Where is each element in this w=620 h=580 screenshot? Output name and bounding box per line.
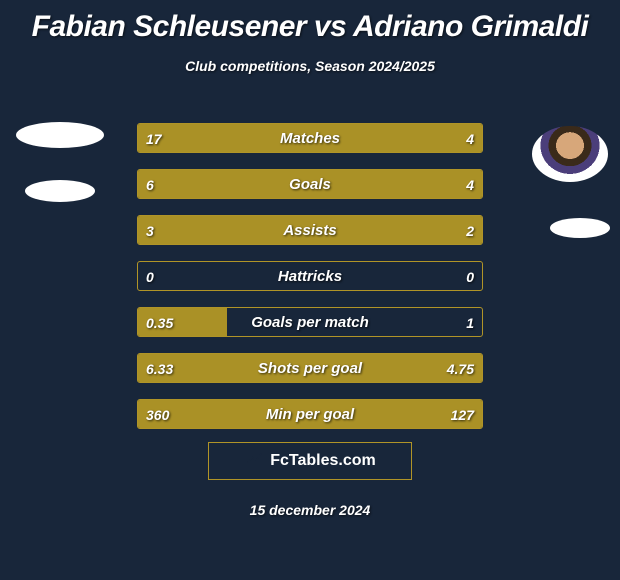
stat-label: Goals (138, 170, 482, 199)
player-right-flag-placeholder (550, 218, 610, 238)
stat-value-right: 1 (466, 308, 474, 337)
stat-value-right: 2 (466, 216, 474, 245)
stat-label: Goals per match (138, 308, 482, 337)
player-left-flag-placeholder (25, 180, 95, 202)
stat-row: 0.35Goals per match1 (137, 307, 483, 337)
stat-row: 3Assists2 (137, 215, 483, 245)
fctables-logo: FcTables.com (208, 442, 412, 480)
stat-value-right: 4 (466, 170, 474, 199)
stats-container: 17Matches4 6Goals4 3Assists2 0Hattricks0 0.3… (137, 123, 483, 445)
stat-label: Shots per goal (138, 354, 482, 383)
logo-text: FcTables.com (270, 452, 376, 470)
chart-icon (244, 450, 266, 472)
stat-label: Hattricks (138, 262, 482, 291)
stat-label: Min per goal (138, 400, 482, 429)
stat-row: 6Goals4 (137, 169, 483, 199)
stat-label: Assists (138, 216, 482, 245)
player-left-avatar-placeholder (16, 122, 104, 148)
stat-row: 17Matches4 (137, 123, 483, 153)
stat-value-right: 0 (466, 262, 474, 291)
stat-value-right: 127 (451, 400, 474, 429)
stat-row: 0Hattricks0 (137, 261, 483, 291)
stat-label: Matches (138, 124, 482, 153)
player-right-avatar (532, 126, 608, 182)
stat-row: 360Min per goal127 (137, 399, 483, 429)
snapshot-date: 15 december 2024 (0, 502, 620, 518)
comparison-title: Fabian Schleusener vs Adriano Grimaldi (0, 0, 620, 44)
stat-row: 6.33Shots per goal4.75 (137, 353, 483, 383)
stat-value-right: 4 (466, 124, 474, 153)
comparison-subtitle: Club competitions, Season 2024/2025 (0, 58, 620, 74)
stat-value-right: 4.75 (447, 354, 474, 383)
